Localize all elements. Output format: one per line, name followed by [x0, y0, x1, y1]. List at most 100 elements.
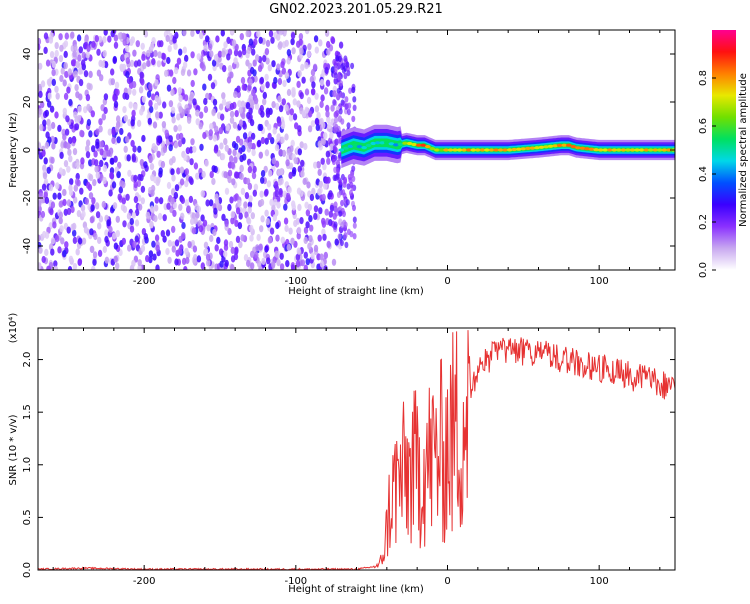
- noise-cell: [189, 158, 194, 166]
- noise-cell: [314, 117, 320, 125]
- noise-cell: [166, 56, 171, 65]
- noise-cell: [286, 243, 291, 252]
- noise-cell: [149, 163, 155, 171]
- noise-cell: [291, 47, 296, 55]
- noise-cell: [240, 187, 246, 195]
- noise-cell: [94, 35, 100, 43]
- noise-cell: [211, 177, 216, 186]
- noise-cell: [156, 135, 161, 143]
- noise-cell: [154, 94, 159, 103]
- noise-cell: [321, 138, 326, 146]
- noise-cell: [336, 191, 341, 198]
- noise-cell: [151, 93, 156, 101]
- signal-peak: [365, 143, 372, 148]
- noise-cell: [131, 211, 136, 219]
- noise-cell: [192, 145, 197, 153]
- noise-cell: [195, 109, 200, 117]
- noise-cell: [190, 138, 195, 146]
- noise-cell: [271, 157, 277, 165]
- noise-cell: [278, 105, 284, 113]
- noise-cell: [145, 211, 151, 219]
- noise-cell: [285, 159, 290, 167]
- noise-cell: [72, 148, 78, 156]
- noise-cell: [177, 124, 182, 132]
- noise-cell: [290, 31, 296, 40]
- noise-cell: [306, 96, 312, 105]
- noise-cell: [333, 60, 338, 67]
- noise-cell: [38, 43, 41, 51]
- signal-peak: [506, 148, 513, 152]
- noise-cell: [278, 30, 283, 36]
- noise-cell: [86, 118, 92, 127]
- noise-cell: [166, 181, 172, 190]
- noise-cell: [265, 39, 271, 48]
- noise-cell: [168, 144, 173, 152]
- noise-cell: [290, 38, 295, 46]
- noise-cell: [49, 51, 55, 59]
- noise-cell: [284, 224, 289, 233]
- noise-cell: [328, 219, 333, 227]
- noise-cell: [102, 245, 108, 254]
- signal-peak: [625, 148, 631, 152]
- noise-cell: [64, 128, 70, 136]
- noise-cell: [195, 172, 200, 180]
- noise-cell: [122, 220, 127, 228]
- noise-cell: [291, 203, 296, 211]
- noise-cell: [188, 176, 193, 184]
- noise-cell: [146, 49, 151, 58]
- noise-cell: [173, 42, 178, 50]
- noise-cell: [168, 100, 174, 108]
- noise-cell: [133, 174, 138, 182]
- noise-cell: [136, 119, 142, 127]
- noise-cell: [224, 219, 229, 227]
- noise-cell: [83, 106, 88, 114]
- noise-cell: [170, 168, 175, 176]
- noise-cell: [321, 121, 326, 129]
- noise-cell: [351, 175, 356, 182]
- noise-cell: [129, 59, 135, 67]
- noise-cell: [212, 98, 218, 106]
- noise-cell: [252, 59, 257, 67]
- noise-cell: [47, 92, 52, 100]
- noise-cell: [272, 127, 277, 135]
- noise-cell: [325, 79, 331, 87]
- figure-title: GN02.2023.201.05.29.R21: [269, 2, 443, 17]
- noise-cell: [149, 220, 154, 228]
- noise-cell: [133, 196, 139, 204]
- noise-cell: [225, 101, 230, 109]
- noise-cell: [193, 162, 199, 170]
- signal-peak: [374, 141, 381, 145]
- noise-cell: [156, 176, 161, 184]
- noise-cell: [343, 221, 348, 228]
- noise-cell: [351, 86, 356, 94]
- noise-cell: [251, 149, 256, 157]
- noise-cell: [161, 121, 167, 129]
- noise-cell: [49, 105, 55, 113]
- noise-cell: [85, 94, 91, 102]
- noise-cell: [64, 241, 69, 249]
- noise-cell: [185, 147, 191, 155]
- noise-cell: [307, 125, 313, 133]
- noise-cell: [274, 144, 280, 152]
- noise-cell: [193, 217, 198, 225]
- noise-cell: [167, 239, 172, 247]
- noise-cell: [316, 161, 321, 169]
- noise-cell: [233, 156, 238, 164]
- noise-cell: [121, 181, 126, 189]
- noise-cell: [173, 141, 179, 149]
- noise-cell: [94, 202, 100, 210]
- noise-cell: [227, 203, 232, 212]
- noise-cell: [349, 181, 354, 189]
- noise-cell: [345, 199, 350, 206]
- noise-cell: [301, 76, 306, 84]
- noise-cell: [54, 111, 59, 119]
- signal-peak: [434, 148, 440, 152]
- noise-cell: [131, 155, 137, 163]
- signal-peak: [643, 148, 649, 152]
- noise-cell: [91, 265, 96, 270]
- noise-cell: [79, 129, 84, 137]
- noise-cell: [214, 125, 219, 133]
- noise-cell: [92, 251, 98, 259]
- noise-cell: [310, 252, 315, 260]
- noise-cell: [162, 101, 167, 109]
